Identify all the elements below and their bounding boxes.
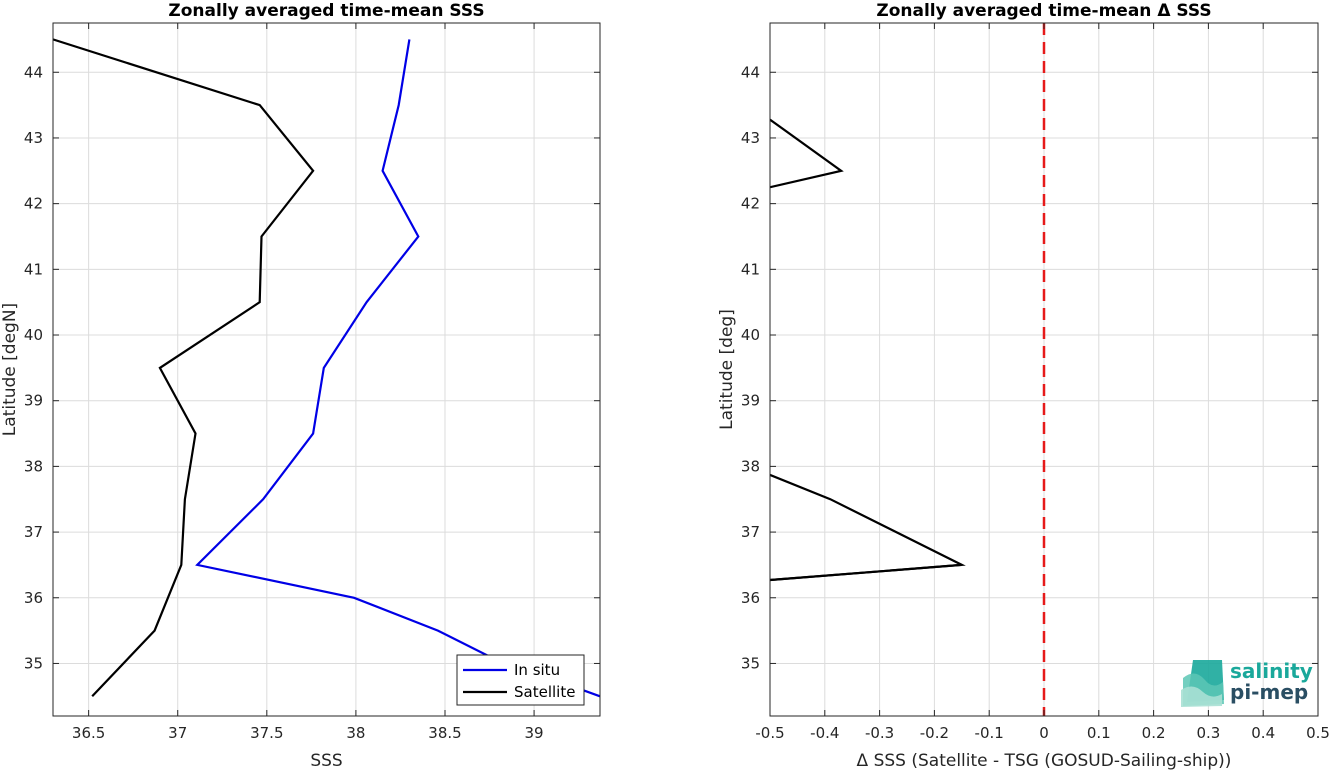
x-tick-label: -0.2 <box>920 724 949 742</box>
plot-area <box>53 23 600 716</box>
y-tick-label: 41 <box>741 260 760 278</box>
y-tick-label: 38 <box>24 457 43 475</box>
x-tick-label: 38.5 <box>428 724 461 742</box>
x-axis-label: SSS <box>310 751 342 770</box>
x-tick-label: 38 <box>346 724 365 742</box>
waves-logo-icon <box>1181 660 1224 707</box>
y-tick-label: 37 <box>741 523 760 541</box>
x-axis-label: Δ SSS (Satellite - TSG (GOSUD-Sailing-sh… <box>857 751 1232 770</box>
right-panel-delta-sss: -0.5 -0.4 -0.3 -0.2 -0.1 0 0.1 0.2 0.3 0.4 0.5 35 36… <box>717 1 1330 770</box>
chart-title: Zonally averaged time-mean Δ SSS <box>876 1 1211 21</box>
chart-title: Zonally averaged time-mean SSS <box>168 1 484 21</box>
legend-entry: In situ <box>514 661 560 679</box>
y-tick-label: 39 <box>24 392 43 410</box>
y-tick-label: 40 <box>741 326 760 344</box>
x-tick-label: 0.2 <box>1142 724 1166 742</box>
y-axis-label: Latitude [degN] <box>0 303 20 436</box>
x-tick-label: 0.1 <box>1087 724 1111 742</box>
y-tick-label: 37 <box>24 523 43 541</box>
logo-line2: pi-mep <box>1230 680 1308 704</box>
x-tick-label: 37 <box>168 724 187 742</box>
x-tick-label: 0.5 <box>1306 724 1330 742</box>
x-tick-label: -0.3 <box>865 724 894 742</box>
series-line-0-1 <box>770 473 966 582</box>
x-tick-label: 36.5 <box>72 724 105 742</box>
legend-box <box>456 654 585 706</box>
logo-line1: salinity <box>1230 659 1313 683</box>
y-tick-label: 44 <box>741 63 760 81</box>
x-tick-label: -0.5 <box>755 724 784 742</box>
x-tick-label: -0.4 <box>810 724 839 742</box>
series-line-in-situ <box>195 39 600 698</box>
y-tick-label: 41 <box>24 260 43 278</box>
y-tick-label: 42 <box>741 195 760 213</box>
x-tick-label: -0.1 <box>975 724 1004 742</box>
x-tick-label: 0.3 <box>1196 724 1220 742</box>
y-tick-label: 35 <box>24 654 43 672</box>
x-tick-label: 37.5 <box>250 724 283 742</box>
x-tick-label: 0 <box>1039 724 1049 742</box>
series-group <box>53 38 600 698</box>
y-tick-label: 36 <box>24 589 43 607</box>
series-line-0-2 <box>770 118 844 189</box>
salinity-pi-mep-logo: salinity pi-mep <box>1181 659 1313 707</box>
axes-frame <box>52 22 601 717</box>
y-tick-label: 39 <box>741 392 760 410</box>
y-tick-label: 43 <box>741 129 760 147</box>
y-tick-label: 40 <box>24 326 43 344</box>
y-tick-label: 44 <box>24 63 43 81</box>
left-panel-sss: 36.5 37 37.5 38 38.5 39 35 36 37 38 39 40 41 42 43 44 Zo… <box>0 1 601 770</box>
y-tick-label: 42 <box>24 195 43 213</box>
x-tick-label: 39 <box>525 724 544 742</box>
x-tick-label: 0.4 <box>1251 724 1275 742</box>
y-tick-label: 43 <box>24 129 43 147</box>
y-tick-label: 36 <box>741 589 760 607</box>
legend: In situ Satellite <box>456 654 585 706</box>
series-group <box>770 118 966 582</box>
y-axis-label: Latitude [deg] <box>717 309 737 430</box>
series-line-satellite <box>53 38 315 698</box>
legend-entry: Satellite <box>514 683 575 701</box>
y-tick-label: 35 <box>741 654 760 672</box>
y-tick-label: 38 <box>741 457 760 475</box>
